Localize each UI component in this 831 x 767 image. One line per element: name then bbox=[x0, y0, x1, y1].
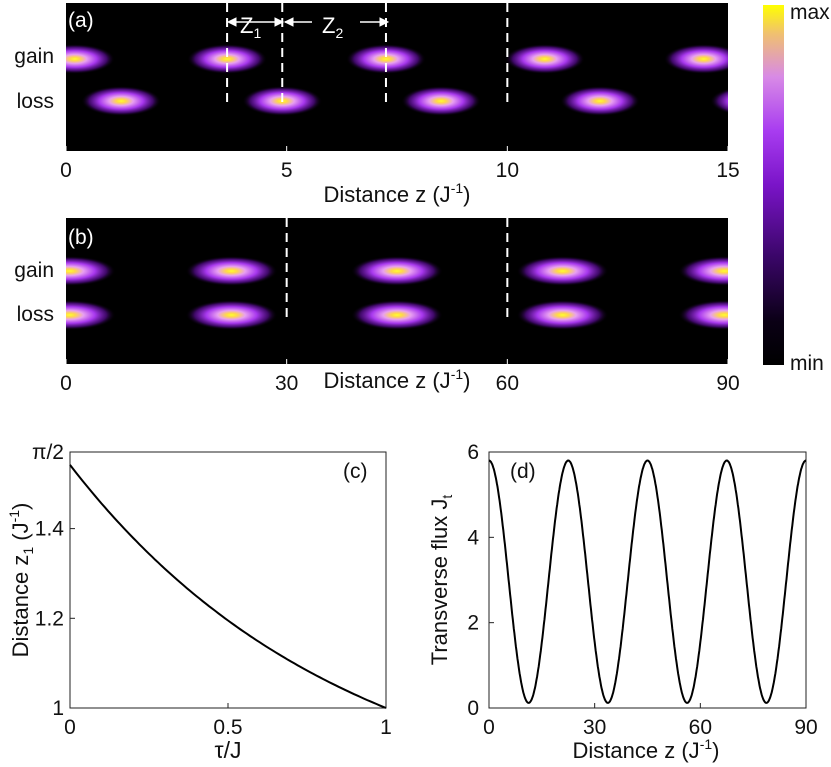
panel-d-ylabel: Transverse flux Jt bbox=[427, 495, 455, 666]
c-y-tick-label-3: π/2 bbox=[32, 441, 64, 464]
panel-c-curve bbox=[69, 464, 387, 709]
x-tick-label-3: 90 bbox=[716, 372, 739, 395]
gain-spot-3 bbox=[504, 44, 585, 74]
x-tick-label-2: 10 bbox=[496, 159, 519, 182]
gain-spot-2 bbox=[351, 256, 443, 286]
x-tick-label-0: 0 bbox=[60, 159, 72, 182]
x-tick-label-2: 60 bbox=[496, 372, 519, 395]
panel-b-dashed-markers bbox=[285, 218, 509, 318]
loss-spot-2 bbox=[401, 86, 482, 116]
gain-spot-2 bbox=[345, 44, 426, 74]
gain-spot-3 bbox=[516, 256, 609, 286]
d-x-tick-label-1: 30 bbox=[583, 716, 606, 739]
gain-spot-1 bbox=[187, 44, 268, 74]
colorbar-min-label: min bbox=[790, 352, 824, 375]
panel-c-tag: (c) bbox=[343, 460, 368, 483]
panel-b: (b) gain loss 0 30 60 90 Distance z (J-1) bbox=[14, 218, 740, 395]
panel-b-spots bbox=[66, 256, 728, 330]
d-y-tick-label-1: 2 bbox=[467, 612, 479, 635]
gain-spot-1 bbox=[185, 256, 278, 286]
panel-d-ticks: 0 30 60 90 0 2 4 6 bbox=[467, 441, 817, 739]
panel-a-x-ticks: 0 5 10 15 bbox=[60, 146, 740, 182]
panel-d-axes-box bbox=[488, 451, 807, 709]
c-y-tick-label-1: 1.2 bbox=[35, 607, 64, 630]
panel-a-xlabel: Distance z (J-1) bbox=[324, 180, 471, 207]
x-tick-label-3: 15 bbox=[716, 159, 739, 182]
panel-b-background bbox=[66, 218, 728, 364]
c-x-tick-label-2: 1 bbox=[380, 716, 392, 739]
loss-spot-4 bbox=[710, 88, 728, 114]
c-x-tick-label-1: 0.5 bbox=[213, 716, 242, 739]
panel-d-curve bbox=[488, 459, 807, 704]
x-tick-label-1: 30 bbox=[275, 372, 298, 395]
c-y-tick-label-0: 1 bbox=[52, 697, 64, 720]
x-tick-label-1: 5 bbox=[281, 159, 293, 182]
z2-arrow-left-head bbox=[283, 17, 294, 27]
panel-b-tag: (b) bbox=[68, 226, 94, 249]
panel-c: 0 0.5 1 1 1.2 1.4 π/2 (c) τ/J Distance z1 (J-1… bbox=[6, 441, 392, 763]
d-x-tick-label-2: 60 bbox=[689, 716, 712, 739]
colorbar-gradient bbox=[763, 5, 784, 365]
colorbar: max min bbox=[763, 1, 830, 375]
loss-spot-4 bbox=[678, 300, 728, 330]
panel-c-xlabel: τ/J bbox=[215, 737, 242, 763]
panel-a-row-label-loss: loss bbox=[17, 90, 54, 113]
d-y-tick-label-0: 0 bbox=[467, 697, 479, 720]
loss-spot-3 bbox=[560, 86, 641, 116]
z2-arrow-right-head bbox=[379, 17, 390, 27]
panel-b-row-label-loss: loss bbox=[17, 303, 54, 326]
panel-a-row-label-gain: gain bbox=[14, 45, 54, 68]
c-y-tick-label-2: 1.4 bbox=[35, 518, 65, 541]
gain-spot-4 bbox=[663, 44, 728, 74]
panel-d-xlabel: Distance z (J-1) bbox=[573, 736, 720, 763]
d-y-tick-label-2: 4 bbox=[467, 526, 479, 549]
panel-d-tag: (d) bbox=[510, 460, 536, 483]
z1-arrow-right-head bbox=[274, 17, 285, 27]
gain-spot-0 bbox=[66, 256, 116, 286]
colorbar-max-label: max bbox=[790, 1, 830, 24]
d-x-tick-label-3: 90 bbox=[794, 716, 817, 739]
panel-c-ylabel: Distance z1 (J-1) bbox=[6, 503, 36, 658]
panel-b-row-label-gain: gain bbox=[14, 259, 54, 282]
gain-spot-0 bbox=[66, 44, 115, 74]
loss-spot-2 bbox=[351, 300, 443, 330]
panel-a-dashed-markers bbox=[226, 3, 509, 104]
x-tick-label-0: 0 bbox=[60, 372, 72, 395]
panel-a-z-annotations bbox=[226, 17, 390, 27]
panel-c-ticks: 0 0.5 1 1 1.2 1.4 π/2 bbox=[32, 441, 392, 739]
panel-a-background bbox=[66, 3, 728, 151]
panel-a-tag: (a) bbox=[68, 9, 94, 32]
z2-label: Z2 bbox=[322, 13, 343, 41]
panel-b-xlabel: Distance z (J-1) bbox=[324, 366, 471, 393]
c-x-tick-label-0: 0 bbox=[64, 716, 76, 739]
panel-a: (a) gain loss Z1 Z2 0 5 10 15 Distance z (J… bbox=[14, 3, 740, 207]
loss-spot-1 bbox=[185, 300, 278, 330]
gain-spot-4 bbox=[678, 256, 728, 286]
loss-spot-0 bbox=[66, 300, 116, 330]
panel-d: 0 30 60 90 0 2 4 6 (d) Distance z (J-1) Transve… bbox=[427, 441, 818, 763]
z1-arrow-left-head bbox=[226, 17, 237, 27]
panel-c-axes-box bbox=[69, 451, 387, 709]
d-x-tick-label-0: 0 bbox=[483, 716, 495, 739]
panel-b-x-ticks: 0 30 60 90 bbox=[60, 359, 740, 395]
loss-spot-0 bbox=[81, 86, 162, 116]
loss-spot-3 bbox=[516, 300, 609, 330]
z1-label: Z1 bbox=[240, 13, 261, 41]
d-y-tick-label-3: 6 bbox=[467, 441, 479, 464]
